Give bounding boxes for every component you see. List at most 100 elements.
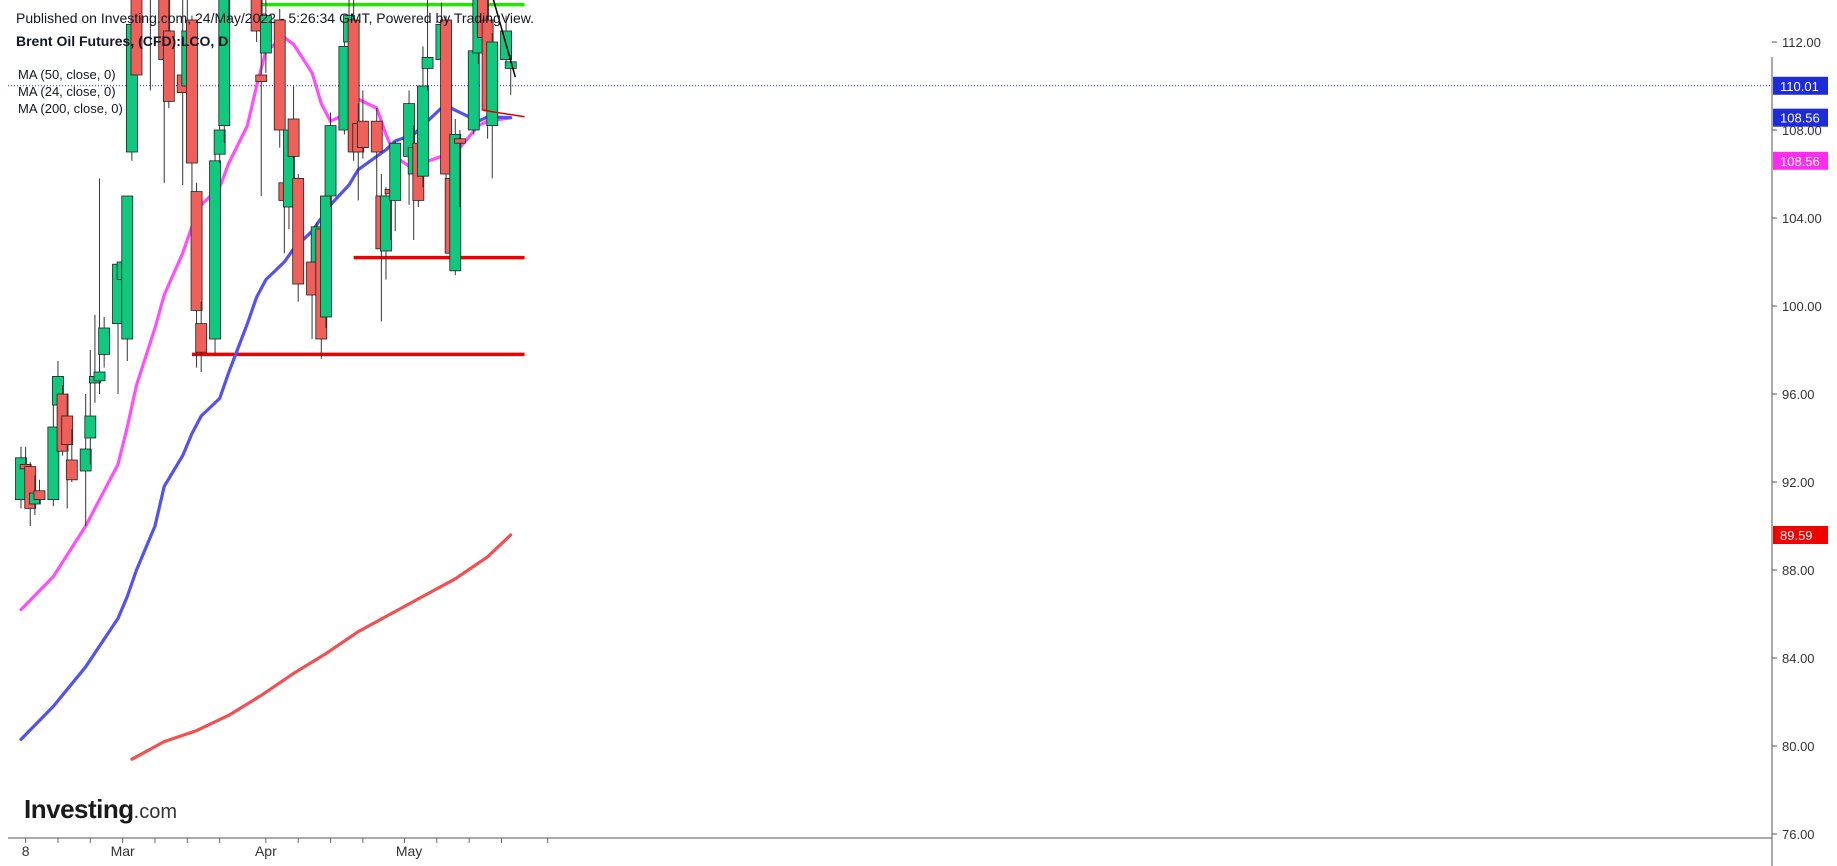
candle [380, 187, 392, 280]
price-tag-bg [1773, 151, 1828, 170]
x-tick-label: May [396, 843, 422, 859]
candles [15, 0, 517, 526]
price-tag-label: 108.56 [1780, 111, 1820, 126]
candle [273, 9, 286, 148]
ma-line [19, 35, 513, 612]
candle [467, 42, 480, 135]
candle [65, 429, 78, 482]
candle-body [273, 19, 286, 131]
candle-body [24, 466, 37, 509]
candle-body [320, 195, 332, 318]
trendline [482, 109, 525, 118]
price-tag-bg [1773, 76, 1828, 95]
x-tick-label: Apr [255, 843, 277, 859]
candle [228, 0, 230, 20]
candle [259, 0, 272, 73]
candle-body [324, 125, 337, 197]
candle [149, 0, 151, 91]
candle-body [449, 133, 462, 272]
x-tick-label: Mar [111, 843, 135, 859]
candle [162, 0, 175, 108]
candle-body [162, 30, 175, 102]
trendline [492, 0, 517, 78]
y-tick-label: 100.00 [1782, 299, 1822, 314]
ma-legend: MA (50, close, 0) MA (24, close, 0) MA (… [18, 66, 123, 117]
candle-body [190, 191, 203, 311]
candle [61, 394, 74, 509]
price-tag-label: 108.56 [1780, 154, 1820, 169]
candle-body [84, 415, 97, 439]
ma-line [130, 533, 513, 761]
candle-body [356, 120, 369, 148]
y-tick-label: 96.00 [1782, 387, 1815, 402]
candle-body [467, 50, 480, 131]
y-tick-label: 88.00 [1782, 563, 1815, 578]
candle [33, 479, 46, 504]
candle [47, 398, 60, 507]
price-tag-label: 110.01 [1780, 79, 1819, 94]
candle [287, 86, 300, 185]
trendlines [482, 0, 525, 118]
ma-line [19, 106, 513, 742]
y-tick-label: 76.00 [1782, 827, 1815, 842]
candle [98, 317, 111, 368]
legend-ma24[interactable]: MA (24, close, 0) [18, 84, 116, 99]
candle [440, 15, 452, 201]
candle-body [389, 142, 402, 201]
candle [421, 0, 434, 91]
candle [449, 119, 462, 276]
candle [218, 0, 231, 144]
candle [453, 130, 466, 207]
price-tag-label: 89.59 [1780, 528, 1813, 543]
axes: 144.00140.00136.00132.00128.00124.00120.… [8, 35, 1822, 866]
candle [389, 141, 402, 232]
legend-ma50[interactable]: MA (50, close, 0) [18, 67, 116, 82]
logo-tld: .com [133, 801, 177, 823]
y-tick-label: 84.00 [1782, 651, 1815, 666]
candle-body [292, 177, 305, 285]
candle [250, 0, 263, 42]
candle [121, 195, 134, 361]
candle-body [47, 426, 60, 500]
price-tag: 108.56 [1773, 108, 1828, 127]
candle-body [440, 19, 452, 175]
candle-body [61, 415, 74, 446]
candle [324, 112, 337, 207]
candle [417, 46, 429, 188]
candle-body [421, 57, 434, 69]
published-info: Published on Investing.com, 24/May/2022 … [16, 10, 535, 26]
price-tag: 110.01 [1773, 76, 1828, 95]
candle-body [130, 0, 143, 76]
symbol-title: Brent Oil Futures, (CFD):LCO, D [16, 33, 229, 49]
candle-body [250, 0, 263, 32]
price-tag-bg [1773, 526, 1828, 545]
candle-body [98, 327, 111, 355]
price-tag: 108.56 [1773, 151, 1828, 170]
candle [292, 174, 305, 302]
candle-body [65, 459, 78, 481]
price-tags: 110.01 108.56 108.56 89.59 [1773, 76, 1828, 545]
candle-body [259, 15, 272, 54]
candle-body [417, 85, 429, 177]
x-tick-label: 8 [22, 843, 30, 859]
candle [486, 33, 499, 179]
candle [79, 394, 92, 526]
legend-ma200[interactable]: MA (200, close, 0) [18, 101, 123, 116]
candle [195, 301, 208, 372]
candle-body [195, 323, 208, 353]
y-tick-label: 104.00 [1782, 211, 1822, 226]
investing-logo: Investing.com [24, 794, 177, 825]
moving-averages [19, 35, 513, 761]
logo-brand: Investing [24, 794, 134, 824]
y-tick-label: 108.00 [1782, 123, 1822, 138]
candle-body [93, 371, 106, 382]
candle-body [186, 19, 198, 164]
candle-body [209, 160, 221, 340]
candle-body [33, 490, 46, 500]
y-tick-label: 80.00 [1782, 739, 1815, 754]
candle-body [453, 138, 466, 144]
candle-body [370, 120, 383, 153]
candle-body [218, 0, 231, 126]
candle [356, 90, 369, 159]
